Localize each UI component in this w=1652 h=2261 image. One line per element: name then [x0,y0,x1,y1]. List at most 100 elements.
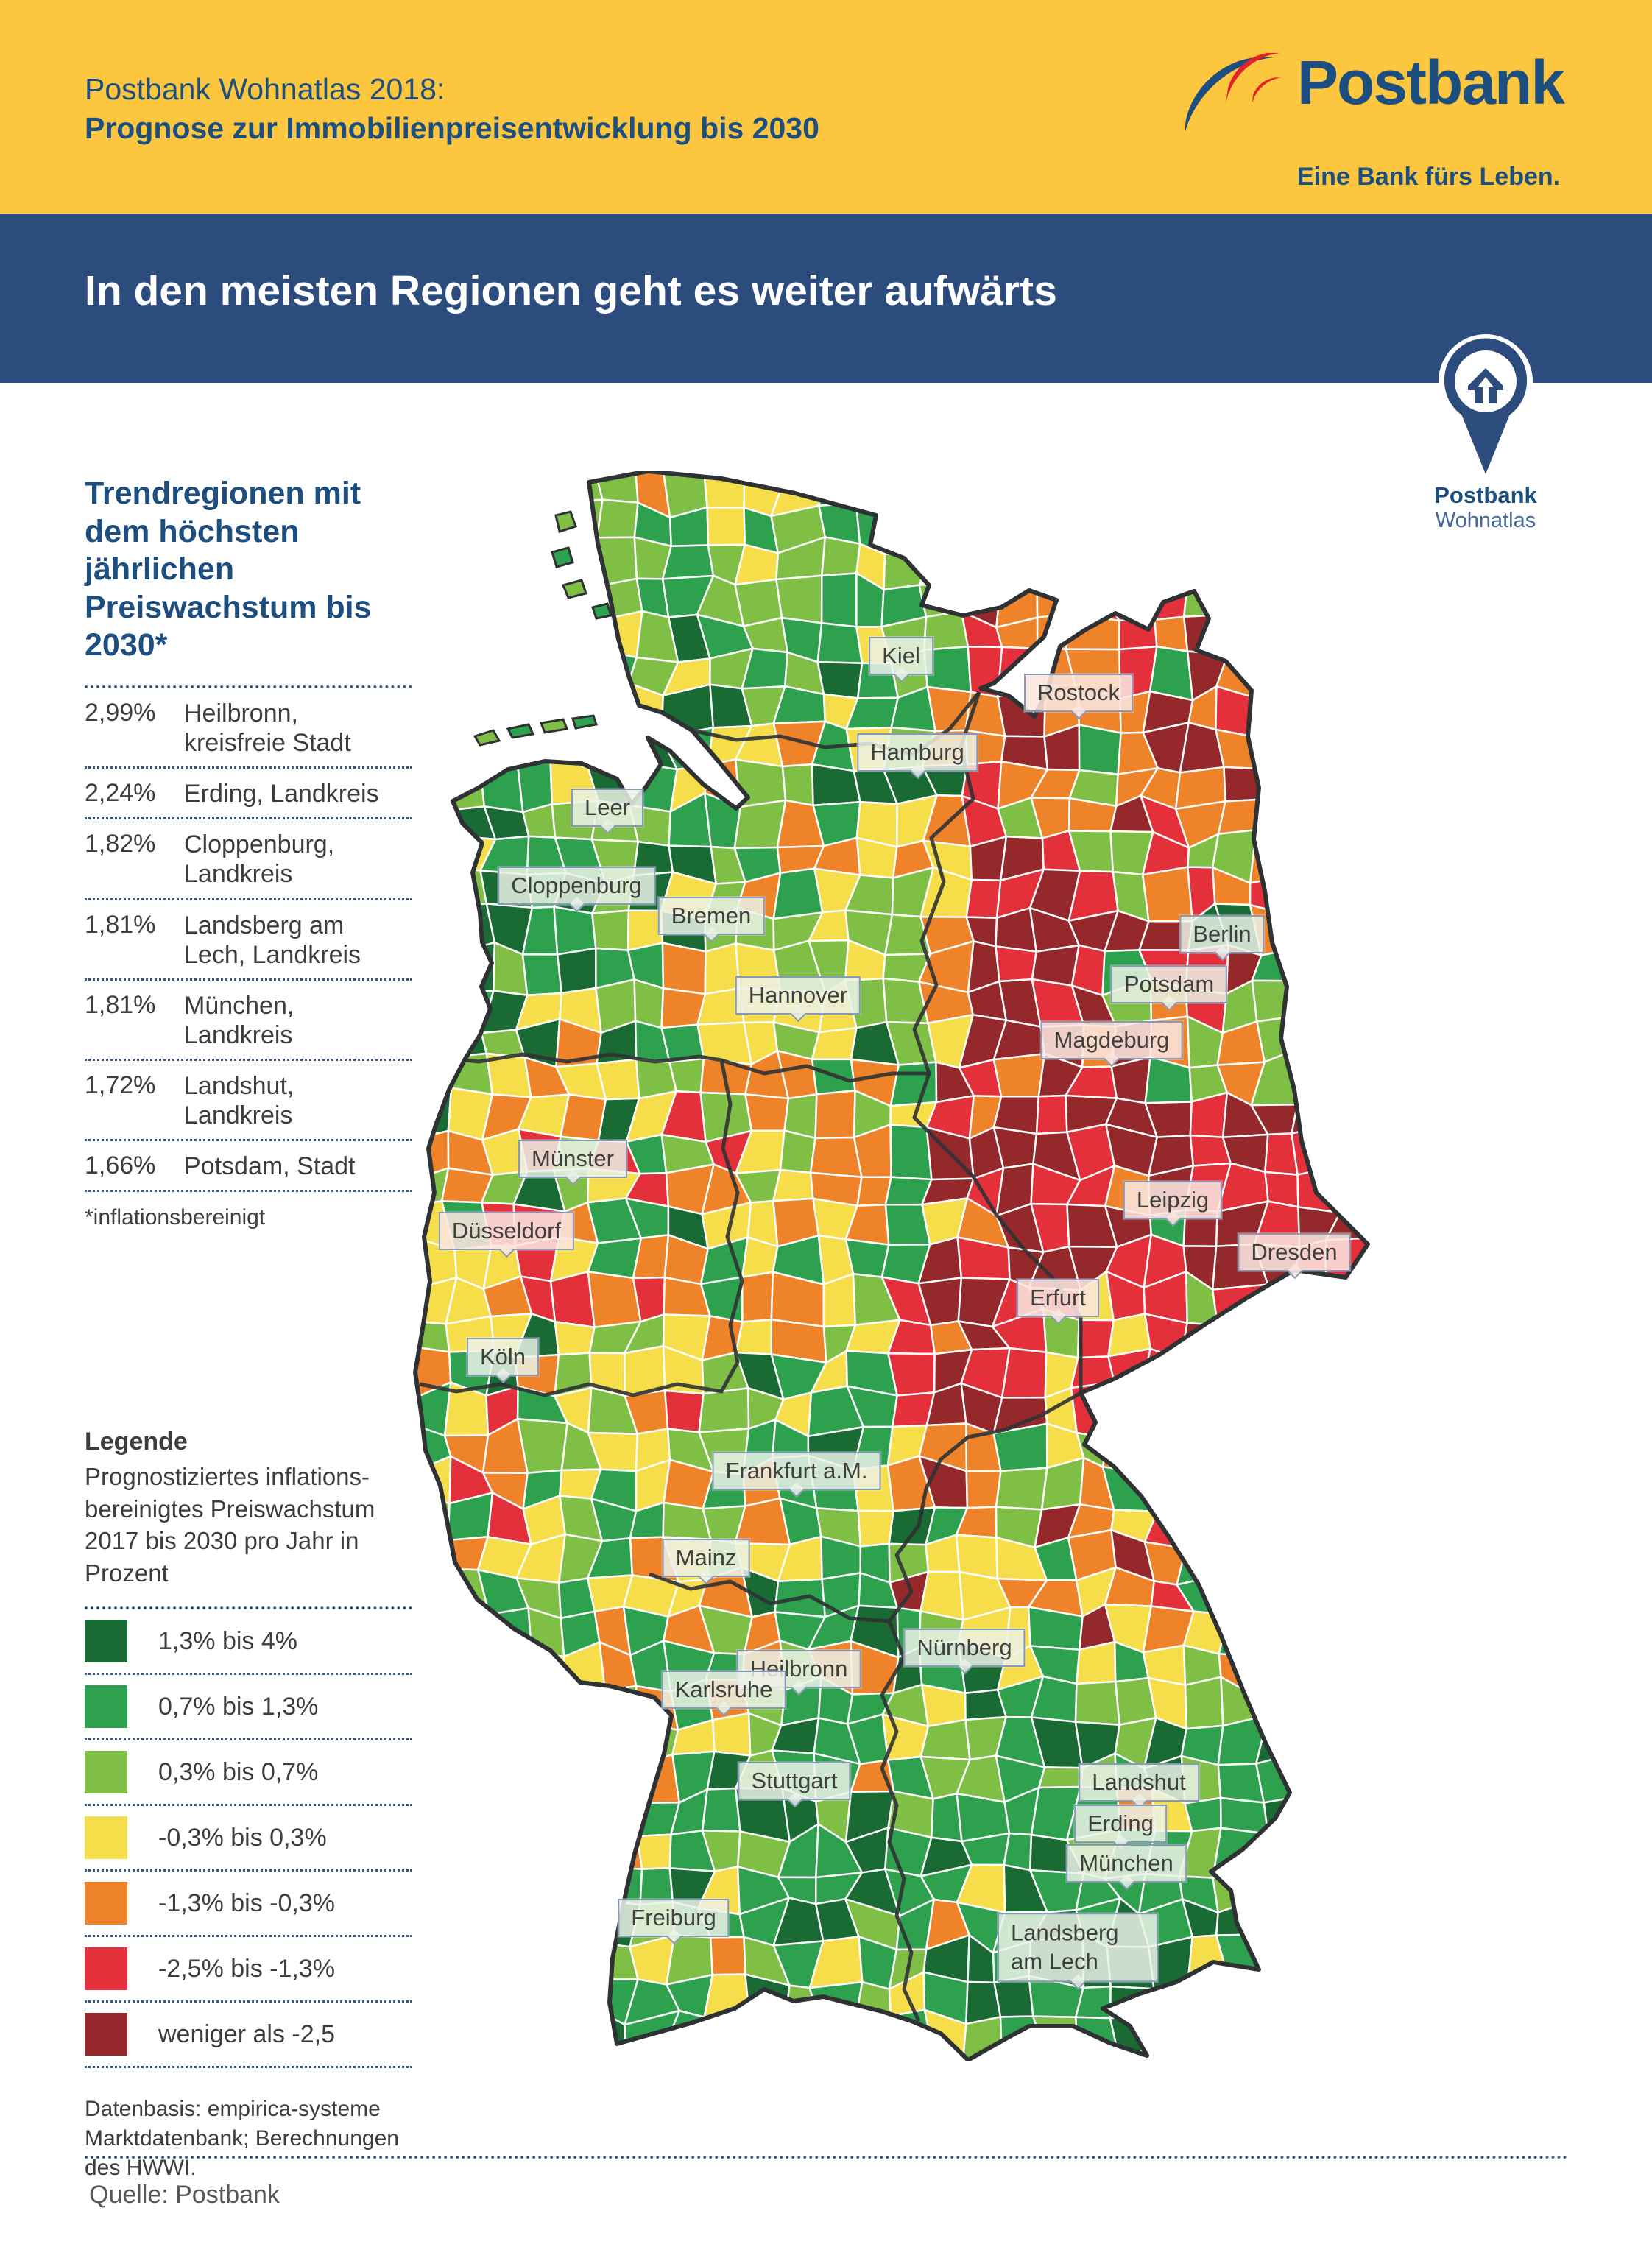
legend-item: 1,3% bis 4% [85,1609,412,1676]
district-cell [1076,1640,1117,1685]
state-border [721,1058,929,1083]
district-cell [521,953,563,997]
island [591,602,613,620]
logo-tagline: Eine Bank fürs Leben. [1297,163,1561,191]
legend-description: Prognostiziertes inflations-bereinigtes … [85,1463,375,1587]
legend-item: -1,3% bis -0,3% [85,1872,412,1938]
district-cell [1035,1094,1068,1135]
logo-wordmark: Postbank [1297,48,1565,117]
page-title: In den meisten Regionen geht es weiter a… [85,267,1057,314]
district-mosaic [415,471,1368,2060]
district-cell [822,1272,857,1328]
postbank-swoosh-icon [1182,52,1282,152]
header-bar: Postbank Wohnatlas 2018: Prognose zur Im… [0,0,1652,214]
trend-row: 2,24% Erding, Landkreis [85,769,412,820]
district-cell [995,1467,1048,1511]
trend-value: 2,99% [85,698,156,727]
source-note: Quelle: Postbank [89,2181,280,2209]
city-label: Erfurt [1017,1279,1099,1317]
footer-divider [85,2156,1568,2159]
city-label: Frankfurt a.M. [712,1452,881,1490]
district-cell [590,909,630,952]
city-label: Freiburg [618,1899,730,1937]
city-label: Nürnberg [903,1629,1026,1667]
district-cell [889,1061,938,1107]
district-cell [820,536,861,577]
city-label: Landsberg am Lech [998,1913,1158,1982]
left-column: Trendregionen mit dem höchsten jährliche… [85,475,412,2182]
legend-swatch [85,1751,127,1794]
island [473,729,501,747]
legend-swatch [85,1620,127,1663]
district-cell [992,1052,1046,1098]
district-cell [663,1389,705,1433]
district-cell [809,1136,863,1179]
city-label: Potsdam [1110,965,1228,1003]
city-label: Leer [571,789,644,827]
legend-label: 1,3% bis 4% [158,1626,297,1655]
district-cell [1037,1766,1084,1789]
district-cell [1179,1322,1229,1361]
trend-value: 1,81% [85,910,156,939]
city-label: Rostock [1024,674,1133,712]
legend-label: -1,3% bis -0,3% [158,1888,335,1917]
trend-value: 1,66% [85,1151,156,1180]
city-label: Düsseldorf [438,1212,575,1250]
district-cell [741,1271,774,1323]
district-cell [1291,1124,1334,1177]
trend-region: Landsberg am Lech, Landkreis [184,911,361,969]
city-label: Dresden [1238,1233,1351,1271]
district-cell [661,942,707,995]
city-label: Kiel [869,637,933,675]
district-cell [965,878,1002,920]
district-cell [415,1056,453,1092]
city-label: Köln [466,1338,540,1376]
city-label: Hannover [735,976,861,1015]
island [561,579,587,599]
district-cell [965,1470,1002,1509]
city-label: Bremen [657,897,765,935]
district-cell [820,572,858,628]
district-cell [814,1090,856,1140]
trend-row: 1,81% München, Landkreis [85,981,412,1061]
map-svg [413,471,1370,2061]
city-label: Leipzig [1123,1181,1223,1219]
trend-region: München, Landkreis [184,991,294,1049]
header-text: Postbank Wohnatlas 2018: Prognose zur Im… [85,70,819,149]
legend-label: -0,3% bis 0,3% [158,1823,327,1852]
district-cell [556,947,597,995]
island [571,714,598,730]
header-line1: Postbank Wohnatlas 2018: [85,72,445,106]
district-cell [889,1124,933,1181]
district-cell [1003,1832,1033,1872]
trend-region: Potsdam, Stadt [184,1152,356,1181]
city-label: München [1066,1844,1187,1883]
city-label: Mainz [662,1539,750,1577]
wohnatlas-badge: Postbank Wohnatlas [1401,322,1570,533]
legend-swatch [85,1685,127,1729]
district-cell [816,660,864,699]
databasis-note: Datenbasis: empirica-systeme Marktdatenb… [85,2097,399,2180]
district-cell [706,506,746,546]
state-border [419,1052,744,1397]
legend-item: 0,3% bis 0,7% [85,1740,412,1807]
island [551,546,574,568]
city-label: Landshut [1079,1763,1199,1802]
district-cell [1074,1680,1121,1726]
district-cell [779,1129,816,1174]
legend-label: weniger als -2,5 [158,2020,336,2048]
trend-table: 2,99% Heilbronn, kreisfreie Stadt 2,24% Erd… [85,685,412,1193]
district-cell [479,1606,533,1656]
district-cell [701,1787,741,1833]
state-border [649,1572,890,1623]
district-cell [704,942,741,995]
badge-line1: Postbank [1434,482,1537,508]
district-cell [995,945,1038,983]
district-cell [919,1718,971,1761]
legend-title: Legende [85,1428,188,1456]
district-cell [633,978,665,1029]
city-label: Erding [1074,1805,1167,1843]
district-cell [1255,1015,1295,1064]
legend-item: weniger als -2,5 [85,2003,412,2069]
district-cell [661,544,715,580]
